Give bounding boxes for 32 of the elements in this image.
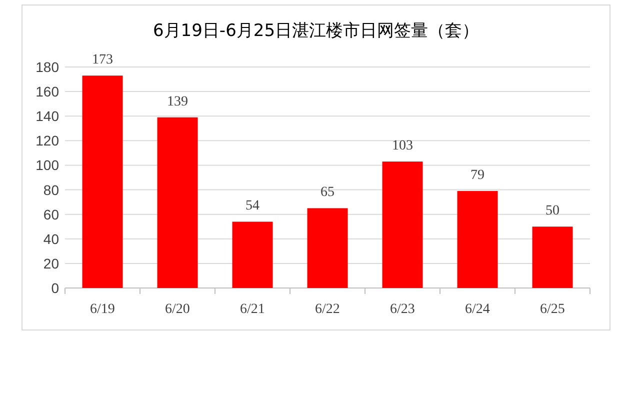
bar — [307, 208, 348, 288]
x-tick-label: 6/24 — [465, 302, 490, 317]
y-tick-label: 100 — [36, 157, 60, 174]
y-tick-label: 140 — [36, 108, 60, 124]
data-label: 54 — [246, 198, 260, 214]
data-label: 139 — [167, 94, 188, 110]
y-tick-label: 40 — [43, 230, 60, 247]
data-label: 50 — [546, 204, 560, 219]
y-tick-label: 80 — [43, 182, 60, 198]
x-tick-label: 6/21 — [240, 302, 265, 317]
x-tick-label: 6/22 — [315, 302, 340, 317]
data-label: 65 — [320, 185, 334, 200]
x-tick-label: 6/23 — [390, 302, 415, 317]
x-tick-label: 6/19 — [90, 302, 115, 317]
chart-title: 6月19日-6月25日湛江楼市日网签量（套） — [152, 21, 480, 41]
bar — [457, 191, 498, 288]
y-tick-label: 20 — [43, 255, 60, 272]
bar — [157, 117, 198, 288]
y-tick-label: 60 — [43, 206, 60, 222]
y-tick-label: 120 — [36, 132, 60, 149]
bar — [532, 226, 573, 288]
data-label: 79 — [470, 168, 484, 184]
y-tick-label: 0 — [51, 280, 60, 296]
y-tick-label: 160 — [36, 84, 60, 100]
bar — [82, 76, 123, 288]
x-tick-label: 6/20 — [165, 302, 190, 317]
bar — [232, 222, 273, 288]
data-label: 103 — [392, 138, 413, 154]
data-label: 173 — [92, 52, 113, 68]
bar — [382, 162, 423, 288]
x-tick-label: 6/25 — [540, 302, 565, 317]
y-tick-label: 180 — [36, 59, 60, 75]
